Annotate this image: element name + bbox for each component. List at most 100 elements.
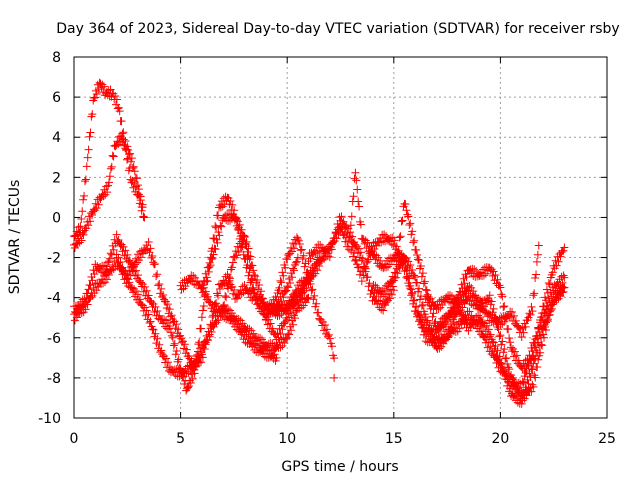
data-point (428, 312, 437, 321)
data-point (116, 258, 125, 267)
data-point (429, 309, 438, 318)
data-point (243, 252, 252, 261)
data-point (248, 275, 257, 284)
data-point (374, 296, 383, 305)
data-point (221, 307, 230, 316)
data-point (414, 256, 423, 265)
data-point (148, 325, 157, 334)
data-point (557, 248, 566, 257)
data-point (465, 281, 474, 290)
data-point (109, 152, 118, 161)
data-point (457, 296, 466, 305)
data-point (255, 280, 264, 289)
data-point (482, 321, 491, 330)
data-point (186, 276, 195, 285)
data-point (504, 325, 513, 334)
data-point (420, 277, 429, 286)
data-point (289, 300, 298, 309)
data-point (489, 304, 498, 313)
x-tick-label: 10 (278, 431, 296, 447)
data-point (70, 244, 79, 253)
data-point (160, 315, 169, 324)
data-point (128, 164, 137, 173)
data-point (220, 300, 229, 309)
data-point (299, 251, 308, 260)
data-point (85, 132, 94, 141)
data-point (529, 382, 538, 391)
data-point (107, 162, 116, 171)
data-point (126, 157, 135, 166)
data-point (155, 340, 164, 349)
data-point (328, 238, 337, 247)
data-point (186, 378, 195, 387)
chart-title: Day 364 of 2023, Sidereal Day-to-day VTE… (56, 21, 619, 37)
data-point (298, 288, 307, 297)
data-point (102, 275, 111, 284)
data-point (115, 107, 124, 116)
data-point (350, 248, 359, 257)
data-point (404, 212, 413, 221)
data-point (496, 283, 505, 292)
data-point (284, 251, 293, 260)
y-tick-label: 2 (52, 170, 61, 186)
data-point (519, 328, 528, 337)
data-point (147, 253, 156, 262)
data-point (484, 325, 493, 334)
data-point (467, 283, 476, 292)
data-point (500, 345, 509, 354)
data-point (548, 268, 557, 277)
data-point (457, 310, 466, 319)
data-point (105, 178, 114, 187)
data-point (459, 292, 468, 301)
data-point (304, 293, 313, 302)
data-point (474, 318, 483, 327)
data-point (353, 185, 362, 194)
data-point (500, 302, 509, 311)
data-point (126, 149, 135, 158)
data-point (201, 340, 210, 349)
y-tick-label: 0 (52, 210, 61, 226)
data-point (105, 254, 114, 263)
data-point (290, 260, 299, 269)
data-point (214, 291, 223, 300)
data-point (130, 167, 139, 176)
data-point (418, 269, 427, 278)
data-point (268, 339, 277, 348)
data-point (167, 311, 176, 320)
data-point (153, 270, 162, 279)
data-point (207, 255, 216, 264)
data-point (349, 192, 358, 201)
data-point (112, 95, 121, 104)
data-point (182, 345, 191, 354)
data-point (486, 330, 495, 339)
data-point (348, 242, 357, 251)
data-point (323, 332, 332, 341)
data-point (156, 348, 165, 357)
data-point (278, 268, 287, 277)
data-point (167, 331, 176, 340)
data-point (230, 206, 239, 215)
data-point (403, 263, 412, 272)
data-point (532, 332, 541, 341)
data-point (276, 330, 285, 339)
data-point (136, 253, 145, 262)
series-satellite-track-6 (176, 271, 281, 365)
data-point (148, 252, 157, 261)
data-point (119, 135, 128, 144)
data-point (519, 378, 528, 387)
data-point (347, 212, 356, 221)
data-point (103, 258, 112, 267)
data-point (499, 303, 508, 312)
data-point (497, 340, 506, 349)
data-point (104, 271, 113, 280)
data-point (502, 353, 511, 362)
data-point (494, 318, 503, 327)
data-point (268, 324, 277, 333)
data-point (530, 339, 539, 348)
data-point (417, 323, 426, 332)
data-point (532, 270, 541, 279)
data-point (153, 334, 162, 343)
data-point (138, 200, 147, 209)
data-point (429, 324, 438, 333)
data-point (251, 340, 260, 349)
